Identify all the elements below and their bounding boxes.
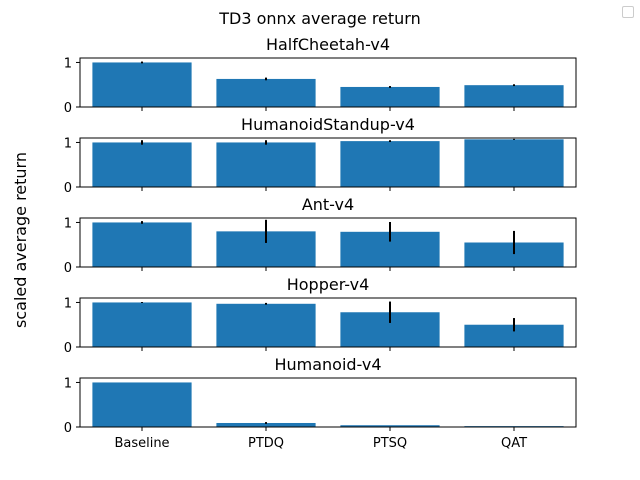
subplot-panels: HalfCheetah-v4 0 1 HumanoidStandup-v4 0 1 Ant-… xyxy=(64,35,577,451)
bar xyxy=(216,422,316,427)
subplot-title: Ant-v4 xyxy=(302,195,354,214)
bar xyxy=(340,425,440,427)
bar xyxy=(216,78,316,107)
bar xyxy=(92,222,192,267)
x-tick-label: Baseline xyxy=(114,436,169,451)
figure-title: TD3 onnx average return xyxy=(218,9,421,28)
x-tick-label: PTDQ xyxy=(248,436,284,451)
bar xyxy=(92,142,192,187)
subplot-frame xyxy=(79,57,577,108)
subplot-frame xyxy=(79,137,577,188)
y-tick-label: 1 xyxy=(64,136,72,151)
subplot-title: Humanoid-v4 xyxy=(274,355,381,374)
y-tick-label: 1 xyxy=(64,296,72,311)
bar xyxy=(464,139,564,187)
bar xyxy=(216,142,316,187)
y-tick-label: 1 xyxy=(64,376,72,391)
y-tick-label: 0 xyxy=(64,181,72,196)
bar xyxy=(340,141,440,187)
y-tick-label: 1 xyxy=(64,56,72,71)
subplot-title: HumanoidStandup-v4 xyxy=(241,115,415,134)
bar xyxy=(464,85,564,107)
x-tick-label: PTSQ xyxy=(373,436,407,451)
subplot-title: HalfCheetah-v4 xyxy=(266,35,390,54)
bar xyxy=(340,86,440,107)
y-tick-label: 0 xyxy=(64,101,72,116)
legend-box xyxy=(622,6,634,18)
subplot-frame xyxy=(79,297,577,348)
subplot-frame xyxy=(79,377,577,428)
subplot-title: Hopper-v4 xyxy=(287,275,370,294)
y-axis-label: scaled average return xyxy=(11,152,30,328)
bar xyxy=(92,302,192,347)
subplot-frame xyxy=(79,217,577,268)
bar xyxy=(92,62,192,107)
y-tick-label: 0 xyxy=(64,341,72,356)
y-tick-label: 1 xyxy=(64,216,72,231)
bar xyxy=(464,324,564,347)
x-tick-label: QAT xyxy=(501,436,527,451)
y-tick-label: 0 xyxy=(64,261,72,276)
bar xyxy=(92,382,192,427)
bar xyxy=(216,303,316,347)
y-tick-label: 0 xyxy=(64,421,72,436)
